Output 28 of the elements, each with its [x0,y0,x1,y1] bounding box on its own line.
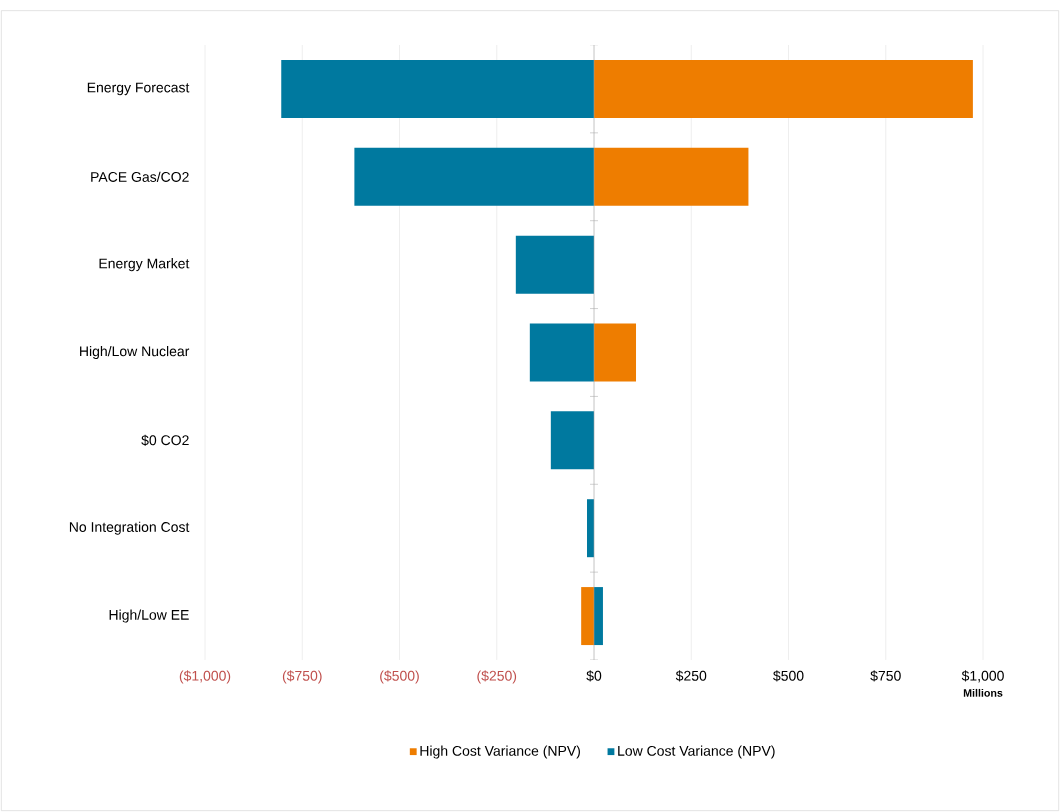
bar [529,323,594,382]
bar [281,59,594,118]
y-tick-label: PACE Gas/CO2 [91,171,189,182]
y-tick-label: Energy Forecast [87,82,190,96]
y-tick-label: $0 CO2 [141,434,189,447]
bar [515,235,594,294]
x-tick-label: $1,000 [961,670,1004,683]
bar [354,147,594,206]
x-tick-label: ($500) [380,670,419,684]
x-tick-label: ($750) [282,670,322,684]
y-tick-label: Energy Market [99,258,190,272]
bar [594,323,637,382]
x-tick-label: $750 [870,670,901,682]
y-tick-label: High/Low Nuclear [80,345,190,360]
bar [581,587,594,646]
legend-label: Low Cost Variance (NPV) [618,745,775,759]
y-tick-label: No Integration Cost [69,521,190,535]
legend-label: High Cost Variance (NPV) [420,745,580,759]
bar [594,59,973,118]
x-tick-label: $250 [675,670,707,682]
bar [550,411,594,470]
bar [594,147,749,206]
x-axis-title: Millions [963,688,1003,697]
x-tick-label: $0 [586,670,602,682]
y-tick-label: High/Low EE [109,609,189,623]
x-tick-label: ($250) [477,670,517,684]
x-tick-label: $500 [773,670,804,682]
x-tick-label: ($1,000) [179,670,231,684]
